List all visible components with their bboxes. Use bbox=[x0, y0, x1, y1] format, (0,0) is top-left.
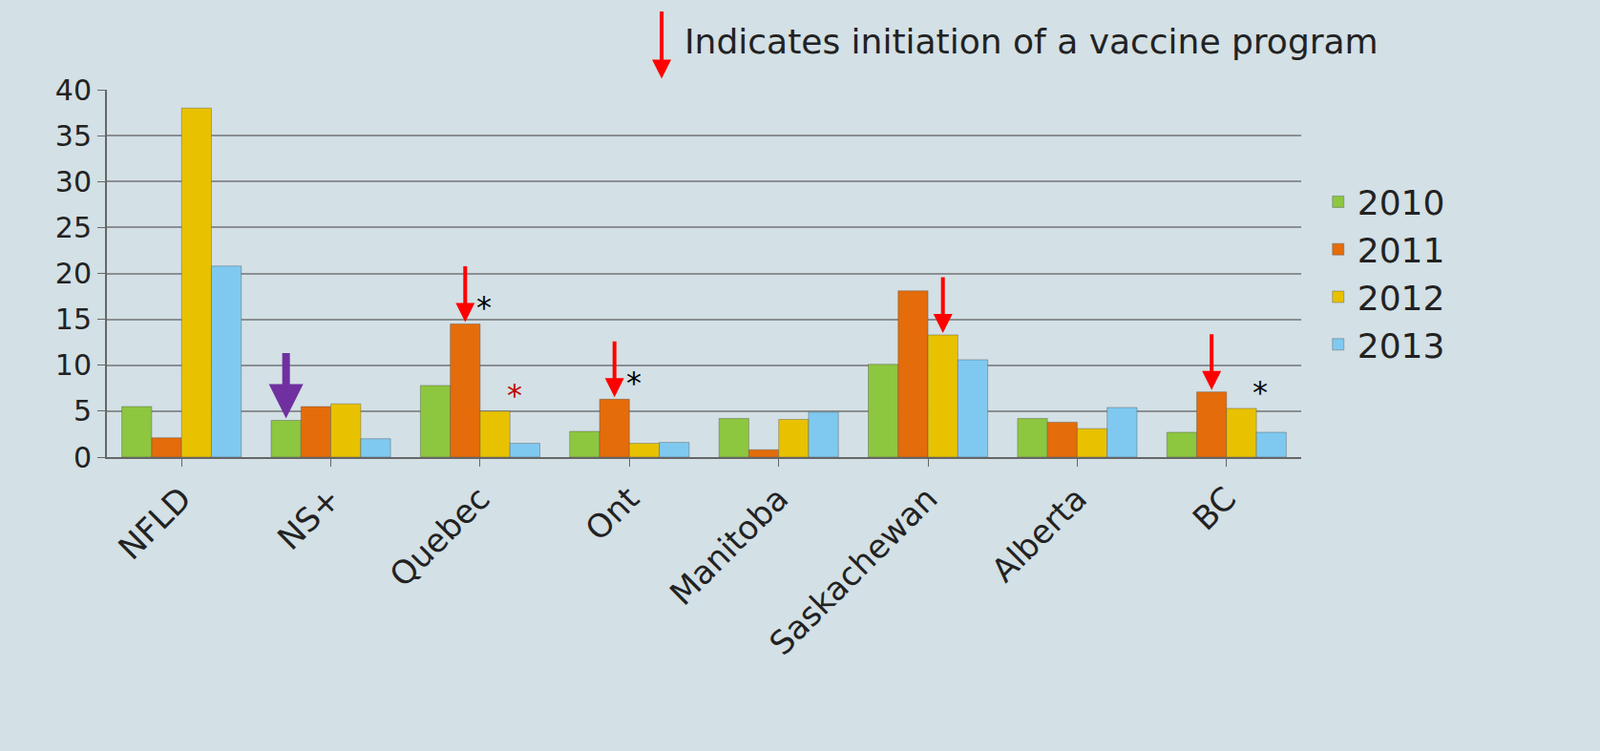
svg-text:Indicates initiation of a vacc: Indicates initiation of a vaccine progra… bbox=[684, 21, 1379, 62]
svg-text:2013: 2013 bbox=[1357, 326, 1446, 366]
svg-text:Manitoba: Manitoba bbox=[662, 479, 797, 613]
svg-text:5: 5 bbox=[73, 394, 92, 428]
svg-text:2011: 2011 bbox=[1357, 231, 1446, 271]
svg-text:40: 40 bbox=[55, 73, 92, 107]
svg-text:*: * bbox=[626, 364, 642, 401]
svg-text:2010: 2010 bbox=[1357, 183, 1446, 223]
svg-text:BC: BC bbox=[1184, 479, 1243, 538]
svg-text:Ont: Ont bbox=[577, 479, 647, 548]
svg-text:30: 30 bbox=[55, 165, 92, 199]
svg-text:2012: 2012 bbox=[1357, 278, 1446, 318]
svg-text:Saskachewan: Saskachewan bbox=[761, 479, 946, 663]
svg-text:25: 25 bbox=[55, 210, 92, 245]
svg-text:*: * bbox=[506, 377, 523, 414]
svg-text:15: 15 bbox=[55, 302, 92, 337]
svg-text:10: 10 bbox=[55, 348, 92, 382]
svg-text:0: 0 bbox=[73, 441, 92, 475]
svg-text:Quebec: Quebec bbox=[381, 479, 498, 595]
svg-text:*: * bbox=[1252, 374, 1268, 411]
svg-text:35: 35 bbox=[55, 119, 92, 153]
svg-text:NFLD: NFLD bbox=[110, 479, 199, 568]
svg-text:20: 20 bbox=[55, 256, 92, 291]
svg-text:Alberta: Alberta bbox=[984, 479, 1095, 590]
svg-text:NS+: NS+ bbox=[270, 479, 349, 558]
svg-text:*: * bbox=[476, 289, 492, 326]
